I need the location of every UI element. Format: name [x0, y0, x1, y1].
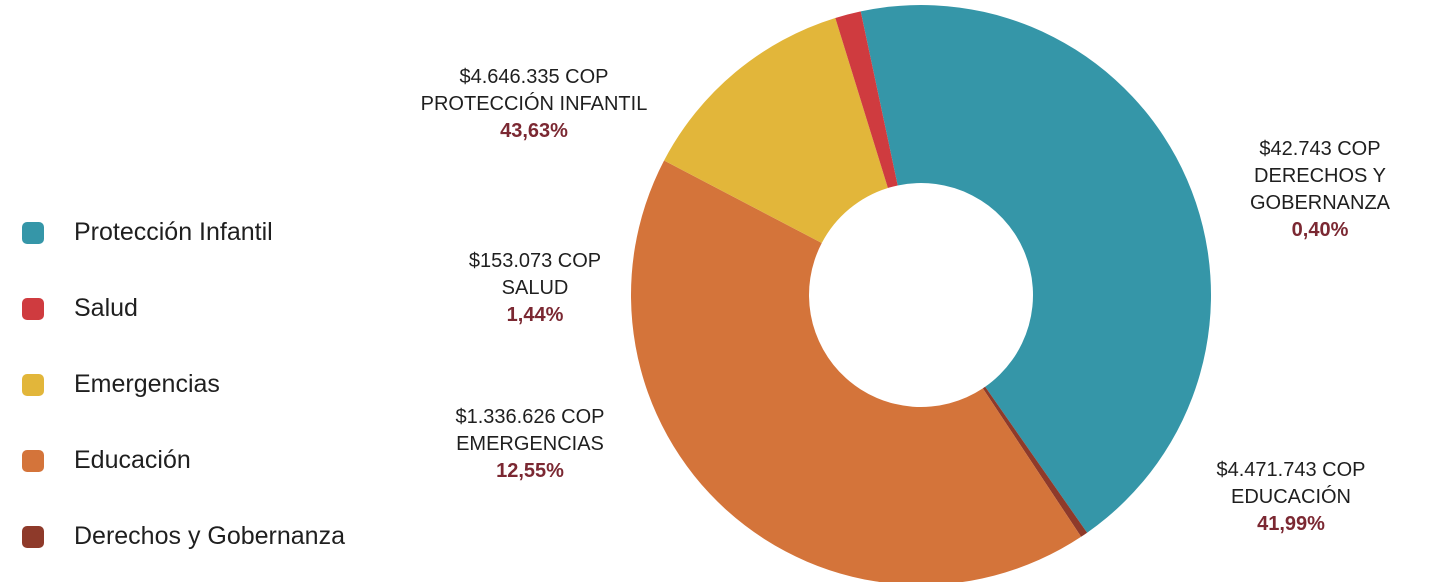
- legend-swatch-derechos-gobernanza: [22, 526, 44, 548]
- slice-proteccion-infantil: [860, 5, 1211, 533]
- legend-swatch-proteccion-infantil: [22, 222, 44, 244]
- callout-emergencias: $1.336.626 COP EMERGENCIAS 12,55%: [410, 404, 650, 485]
- callout-category-derechos-gobernanza-line2: GOBERNANZA: [1249, 192, 1391, 214]
- callout-category-derechos-gobernanza-line1: DERECHOS Y: [1254, 165, 1386, 187]
- legend-label-salud: Salud: [74, 294, 138, 322]
- slice-derechos-y-gobernanza: [982, 386, 1088, 537]
- legend-item-salud: Salud: [22, 294, 442, 326]
- callout-category-emergencias: EMERGENCIAS: [456, 433, 604, 455]
- callout-amount-educacion: $4.471.743 COP: [1216, 459, 1366, 481]
- callout-category-educacion: EDUCACIÓN: [1230, 486, 1351, 508]
- callout-percent-derechos-gobernanza: 0,40%: [1291, 219, 1349, 241]
- callout-derechos-gobernanza: $42.743 COP DERECHOS Y GOBERNANZA 0,40%: [1210, 136, 1430, 244]
- legend-item-proteccion-infantil: Protección Infantil: [22, 218, 442, 250]
- legend-swatch-emergencias: [22, 374, 44, 396]
- callout-amount-derechos-gobernanza: $42.743 COP: [1259, 138, 1381, 160]
- callout-amount-proteccion-infantil: $4.646.335 COP: [459, 66, 609, 88]
- callout-salud: $153.073 COP SALUD 1,44%: [425, 248, 645, 329]
- legend-swatch-educacion: [22, 450, 44, 472]
- legend-label-derechos-gobernanza: Derechos y Gobernanza: [74, 522, 345, 550]
- callout-amount-emergencias: $1.336.626 COP: [455, 406, 605, 428]
- legend-item-educacion: Educación: [22, 446, 442, 478]
- legend-item-derechos-gobernanza: Derechos y Gobernanza: [22, 522, 442, 554]
- legend-label-emergencias: Emergencias: [74, 370, 220, 398]
- callout-proteccion-infantil: $4.646.335 COP PROTECCIÓN INFANTIL 43,63…: [398, 64, 670, 145]
- slice-salud: [835, 11, 898, 188]
- slice-educacion: [631, 160, 1082, 582]
- legend-label-educacion: Educación: [74, 446, 191, 474]
- slice-emergencias: [664, 17, 888, 244]
- callout-amount-salud: $153.073 COP: [468, 250, 602, 272]
- legend-item-emergencias: Emergencias: [22, 370, 442, 402]
- callout-percent-salud: 1,44%: [506, 304, 564, 326]
- callout-category-salud: SALUD: [501, 277, 569, 299]
- callout-category-proteccion-infantil: PROTECCIÓN INFANTIL: [420, 93, 648, 115]
- callout-educacion: $4.471.743 COP EDUCACIÓN 41,99%: [1180, 457, 1402, 538]
- legend-swatch-salud: [22, 298, 44, 320]
- callout-percent-educacion: 41,99%: [1257, 513, 1325, 535]
- callout-percent-emergencias: 12,55%: [496, 460, 564, 482]
- legend-label-proteccion-infantil: Protección Infantil: [74, 218, 273, 246]
- callout-percent-proteccion-infantil: 43,63%: [500, 120, 568, 142]
